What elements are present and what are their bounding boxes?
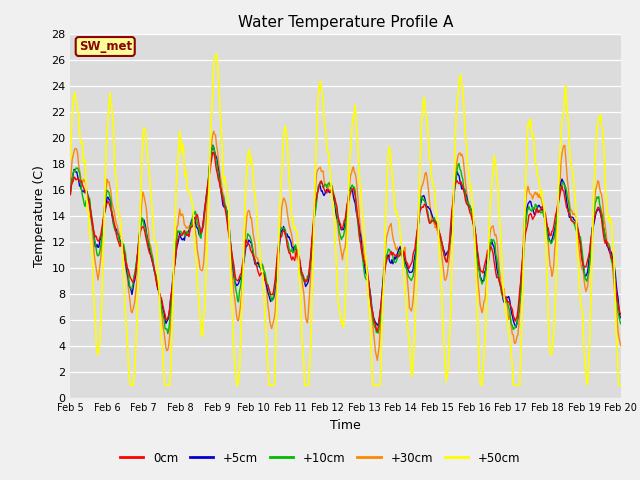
Line: +10cm: +10cm <box>70 146 621 334</box>
+30cm <box>374 358 381 363</box>
+30cm <box>67 180 74 186</box>
+10cm <box>210 144 218 150</box>
+5cm <box>317 184 324 190</box>
+5cm <box>617 315 625 321</box>
+50cm <box>483 291 490 297</box>
0cm <box>208 155 216 160</box>
Legend: 0cm, +5cm, +10cm, +30cm, +50cm: 0cm, +5cm, +10cm, +30cm, +50cm <box>115 447 525 469</box>
Line: +50cm: +50cm <box>70 54 621 385</box>
+50cm <box>67 156 74 162</box>
0cm <box>617 312 625 317</box>
+10cm <box>165 327 173 333</box>
+30cm <box>393 247 401 253</box>
+30cm <box>208 138 216 144</box>
+5cm <box>392 256 399 262</box>
Text: SW_met: SW_met <box>79 40 132 53</box>
+5cm <box>435 228 443 234</box>
Title: Water Temperature Profile A: Water Temperature Profile A <box>238 15 453 30</box>
0cm <box>209 149 217 155</box>
+10cm <box>617 321 625 326</box>
+10cm <box>393 258 401 264</box>
X-axis label: Time: Time <box>330 419 361 432</box>
+5cm <box>164 317 172 323</box>
+50cm <box>617 383 625 388</box>
+50cm <box>436 254 444 260</box>
Line: 0cm: 0cm <box>70 152 621 331</box>
+10cm <box>436 232 444 238</box>
0cm <box>374 328 381 334</box>
+30cm <box>317 164 324 170</box>
+10cm <box>483 265 490 271</box>
+30cm <box>617 343 625 348</box>
0cm <box>317 179 324 185</box>
+50cm <box>165 383 173 388</box>
+5cm <box>209 142 217 148</box>
+10cm <box>164 331 172 336</box>
+30cm <box>164 347 172 353</box>
+10cm <box>67 192 74 197</box>
+10cm <box>209 143 217 149</box>
Line: +30cm: +30cm <box>70 131 621 360</box>
0cm <box>164 315 172 321</box>
Y-axis label: Temperature (C): Temperature (C) <box>33 165 45 267</box>
+30cm <box>436 236 444 241</box>
+30cm <box>483 278 490 284</box>
+5cm <box>67 189 74 194</box>
+5cm <box>482 267 490 273</box>
0cm <box>483 253 490 259</box>
+5cm <box>512 324 520 330</box>
+50cm <box>317 84 325 89</box>
+50cm <box>127 383 135 388</box>
+30cm <box>210 128 218 134</box>
+5cm <box>208 147 216 153</box>
Line: +5cm: +5cm <box>70 145 621 327</box>
+50cm <box>212 51 220 57</box>
+10cm <box>317 180 325 186</box>
0cm <box>393 252 401 257</box>
+50cm <box>393 208 401 214</box>
0cm <box>436 230 444 236</box>
+50cm <box>209 86 217 92</box>
0cm <box>67 192 74 197</box>
